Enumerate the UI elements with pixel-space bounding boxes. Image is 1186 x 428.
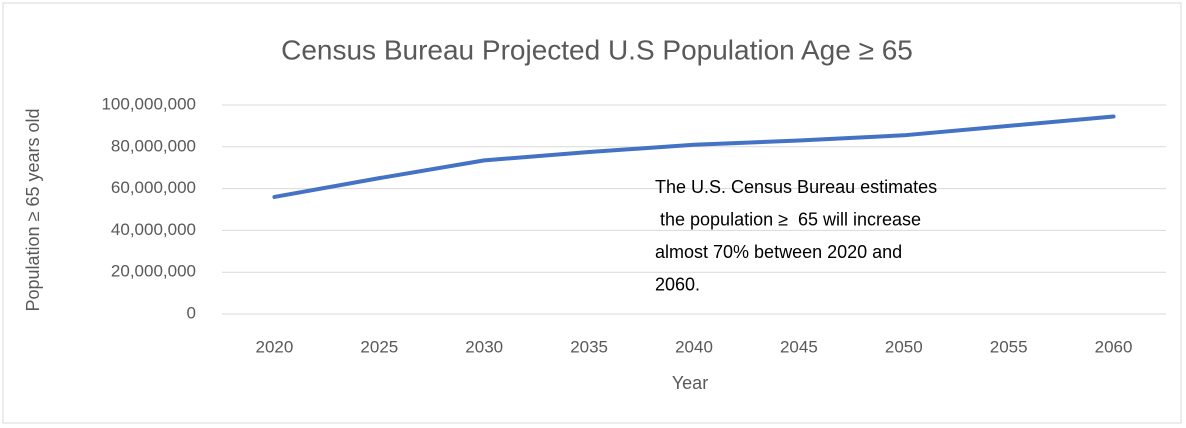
annotation-line: almost 70% between 2020 and <box>655 242 902 262</box>
annotation-line: The U.S. Census Bureau estimates <box>655 177 937 197</box>
x-tick-label: 2030 <box>465 337 503 356</box>
x-tick-label: 2050 <box>885 337 923 356</box>
y-tick-label: 0 <box>187 303 196 322</box>
y-axis-label: Population ≥ 65 years old <box>23 108 43 311</box>
x-tick-label: 2025 <box>360 337 398 356</box>
y-tick-label: 80,000,000 <box>111 136 196 155</box>
x-axis-label: Year <box>672 373 708 393</box>
x-tick-label: 2040 <box>675 337 713 356</box>
x-tick-label: 2035 <box>570 337 608 356</box>
y-tick-label: 100,000,000 <box>101 94 196 113</box>
y-tick-label: 60,000,000 <box>111 178 196 197</box>
annotation-line: 2060. <box>655 274 700 294</box>
x-tick-label: 2055 <box>990 337 1028 356</box>
annotation-line: the population ≥ 65 will increase <box>655 209 921 229</box>
y-tick-label: 40,000,000 <box>111 220 196 239</box>
x-tick-label: 2060 <box>1095 337 1133 356</box>
x-tick-label: 2045 <box>780 337 818 356</box>
data-line <box>272 114 1116 199</box>
x-tick-label: 2020 <box>256 337 294 356</box>
chart-title: Census Bureau Projected U.S Population A… <box>281 34 913 65</box>
y-tick-label: 20,000,000 <box>111 262 196 281</box>
